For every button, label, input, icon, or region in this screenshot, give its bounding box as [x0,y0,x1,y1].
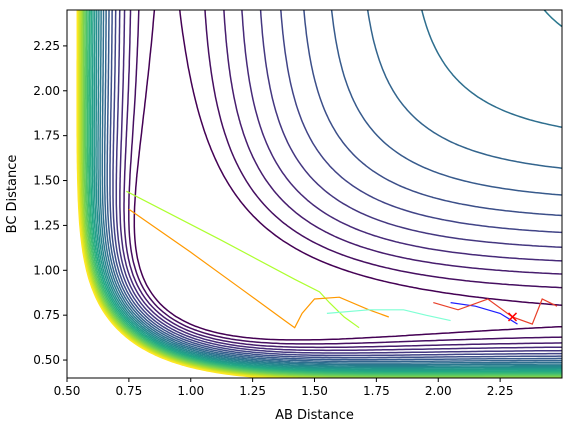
contour-level-13 [95,10,562,369]
contour-level-15 [91,10,562,372]
y-axis-label: BC Distance [5,155,20,234]
contour-level-16 [89,10,562,373]
contour-level-10 [101,10,562,364]
contour-level-3 [123,10,562,349]
x-tick-label: 0.50 [54,384,81,398]
x-tick-label: 2.00 [425,384,452,398]
x-tick-label: 1.75 [363,384,390,398]
contour-level-14 [93,10,562,370]
trajectory-1 [126,190,360,329]
contour-level-1 [133,10,562,341]
trajectory-lines [126,190,558,329]
trajectory-4 [450,302,518,325]
y-axis-ticks: 0.50 0.75 1.00 1.25 1.50 1.75 2.00 2.25 [33,39,67,367]
contour-level-26 [76,10,268,378]
contour-level-8 [106,10,562,361]
contour-level-12 [97,10,562,367]
contour-level-20 [83,10,562,377]
contour-level-17 [88,10,562,374]
x-tick-label: 1.25 [239,384,266,398]
y-tick-label: 0.50 [33,353,60,367]
y-tick-label: 2.25 [33,39,60,53]
y-tick-label: 1.25 [33,218,60,232]
contour-level-19 [85,10,562,376]
y-tick-label: 0.75 [33,308,60,322]
contour-level-18 [86,10,562,375]
marker-layer [507,312,518,322]
x-tick-label: 0.75 [116,384,143,398]
contour-level-9 [103,10,562,363]
contour-level-6 [112,10,562,357]
y-tick-label: 1.75 [33,129,60,143]
y-tick-label: 2.00 [33,84,60,98]
end-point-marker [507,312,518,322]
x-tick-label: 2.25 [487,384,514,398]
y-tick-label: 1.00 [33,263,60,277]
x-tick-label: 1.50 [301,384,328,398]
contour-level-4 [119,10,562,352]
x-axis-ticks: 0.50 0.75 1.00 1.25 1.50 1.75 2.00 2.25 [54,378,514,398]
y-tick-label: 1.50 [33,174,60,188]
contour-level-2 [128,10,562,345]
contour-lines [76,10,562,378]
contour-level-21 [82,10,562,378]
contour-level-24 [78,10,299,378]
x-tick-label: 1.00 [177,384,204,398]
contour-level-11 [99,10,562,366]
trajectory-3 [326,309,451,322]
contour-level-5 [115,10,562,354]
trajectory-2 [128,208,390,329]
contour-level-7 [109,10,562,359]
x-axis-label: AB Distance [275,408,354,423]
contour-level-25 [77,10,281,378]
